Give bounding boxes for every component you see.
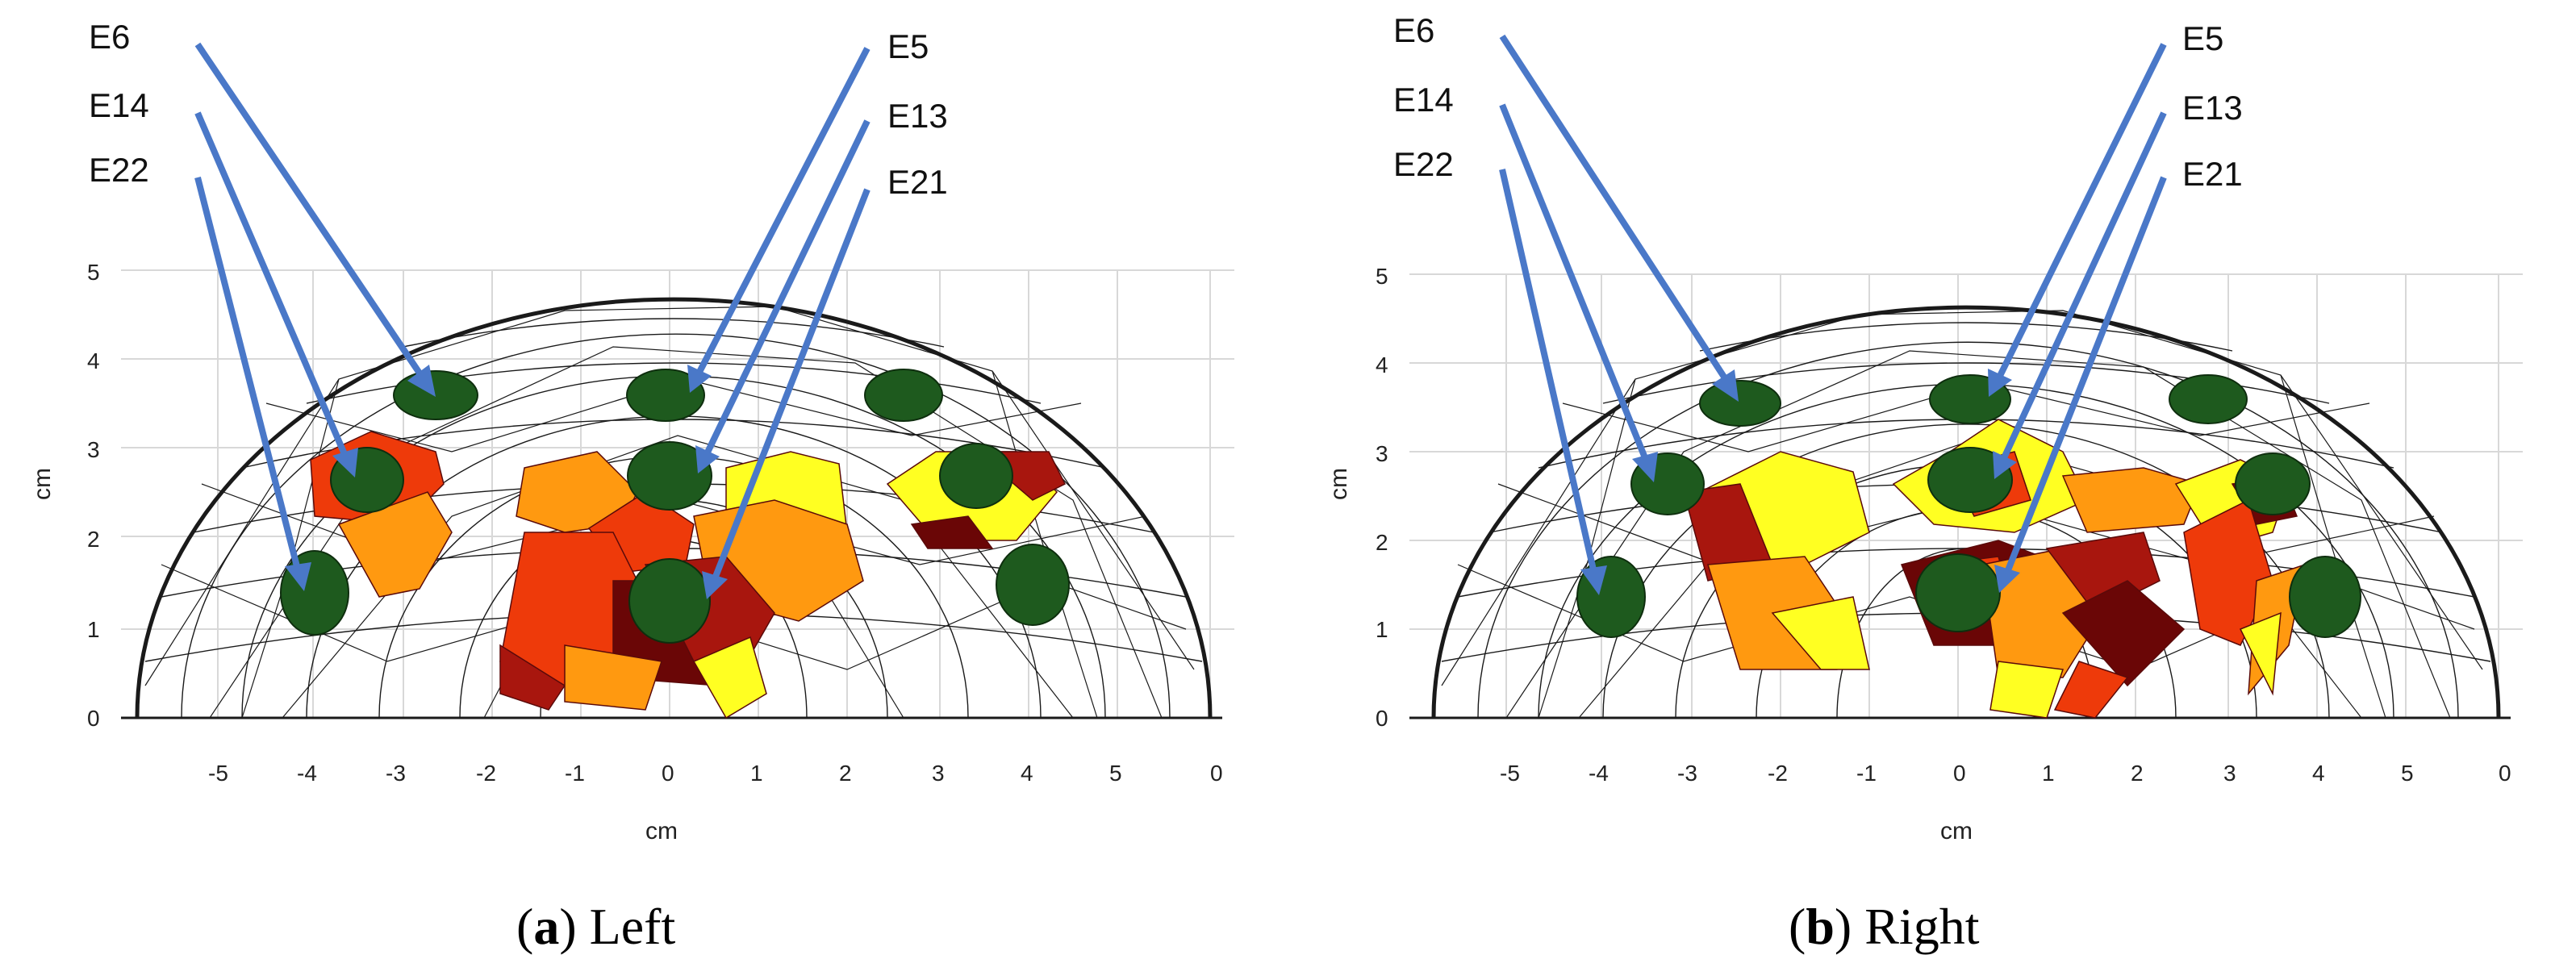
caption-letter: b <box>1806 898 1835 955</box>
caption-text: Left <box>590 898 676 955</box>
x-tick: -4 <box>1589 761 1609 786</box>
x-tick: -2 <box>1768 761 1788 786</box>
electrode-e13 <box>627 441 712 511</box>
x-tick: -1 <box>565 761 585 786</box>
electrode-right-low <box>996 544 1070 626</box>
x-axis-label: cm <box>1940 818 1973 844</box>
figure-right: E6 E14 E22 E5 E13 E21 0 1 2 3 4 5 cm -5 … <box>1326 11 2523 955</box>
figure-left: E6 E14 E22 E5 E13 E21 0 1 2 3 4 5 cm -5 … <box>29 18 1234 955</box>
electrode-e21 <box>1915 553 2001 632</box>
electrode-e21 <box>628 558 711 644</box>
pointer-arrows <box>194 42 870 599</box>
y-tick: 2 <box>1376 530 1388 555</box>
caption-letter: a <box>533 898 559 955</box>
x-tick: 2 <box>839 761 852 786</box>
label-e21: E21 <box>2182 155 2243 193</box>
label-e13: E13 <box>2182 89 2243 127</box>
x-tick: -3 <box>386 761 406 786</box>
electrode-e6 <box>1699 380 1781 427</box>
y-tick: 0 <box>87 706 100 731</box>
x-tick: 0 <box>662 761 674 786</box>
x-tick: 4 <box>2312 761 2325 786</box>
electrode-right-low <box>2289 556 2361 638</box>
electrodes <box>280 369 1070 644</box>
x-tick: 3 <box>2223 761 2236 786</box>
y-axis-label: cm <box>1326 468 1352 500</box>
label-e5: E5 <box>887 27 929 65</box>
electrode-e13 <box>1927 447 2013 513</box>
electrode-right-mid <box>2235 452 2311 515</box>
label-e5: E5 <box>2182 19 2223 57</box>
electrode-e5 <box>626 369 705 422</box>
electrode-right-mid <box>939 443 1013 509</box>
label-e6: E6 <box>89 18 130 56</box>
panel-left: E6 E14 E22 E5 E13 E21 0 1 2 3 4 5 cm -5 … <box>29 18 1234 955</box>
x-tick: -2 <box>476 761 496 786</box>
x-tick: 0 <box>1953 761 1966 786</box>
y-tick: 4 <box>1376 352 1388 377</box>
caption-right: (b) Right <box>1789 898 1980 955</box>
x-tick: 4 <box>1021 761 1033 786</box>
x-tick: -1 <box>1856 761 1877 786</box>
x-tick: 1 <box>750 761 763 786</box>
x-tick: 5 <box>1109 761 1122 786</box>
electrodes <box>1576 374 2361 638</box>
electrode-right-top <box>2169 374 2248 424</box>
x-tick: -5 <box>1500 761 1520 786</box>
label-e22: E22 <box>1393 145 1454 183</box>
y-tick: 1 <box>87 617 100 642</box>
x-tick: -5 <box>208 761 228 786</box>
x-tick: -4 <box>297 761 317 786</box>
caption-text: Right <box>1864 898 1979 955</box>
x-axis-label: cm <box>645 818 678 844</box>
label-e6: E6 <box>1393 11 1434 49</box>
label-e21: E21 <box>887 163 948 201</box>
label-e14: E14 <box>89 86 149 124</box>
label-e13: E13 <box>887 97 948 135</box>
electrode-e6 <box>393 370 478 420</box>
x-tick: -3 <box>1677 761 1697 786</box>
x-tick: 0 <box>2499 761 2511 786</box>
y-tick: 5 <box>1376 264 1388 289</box>
y-axis-label: cm <box>29 468 56 500</box>
electrode-right-top <box>864 369 943 422</box>
label-e22: E22 <box>89 151 149 189</box>
y-tick: 1 <box>1376 617 1388 642</box>
x-tick: 1 <box>2042 761 2055 786</box>
x-tick: 0 <box>1210 761 1223 786</box>
electrode-e22 <box>280 550 349 636</box>
x-tick: 3 <box>932 761 945 786</box>
y-tick: 4 <box>87 348 100 373</box>
y-tick: 5 <box>87 260 100 285</box>
y-tick: 2 <box>87 527 100 552</box>
y-tick: 0 <box>1376 706 1388 731</box>
y-tick: 3 <box>1376 441 1388 466</box>
x-tick: 2 <box>2131 761 2144 786</box>
panel-right: E6 E14 E22 E5 E13 E21 0 1 2 3 4 5 cm -5 … <box>1288 0 2576 980</box>
x-tick: 5 <box>2401 761 2414 786</box>
pointer-arrows <box>1499 34 2167 595</box>
caption-left: (a) Left <box>516 898 675 955</box>
label-e14: E14 <box>1393 81 1454 119</box>
y-tick: 3 <box>87 437 100 462</box>
